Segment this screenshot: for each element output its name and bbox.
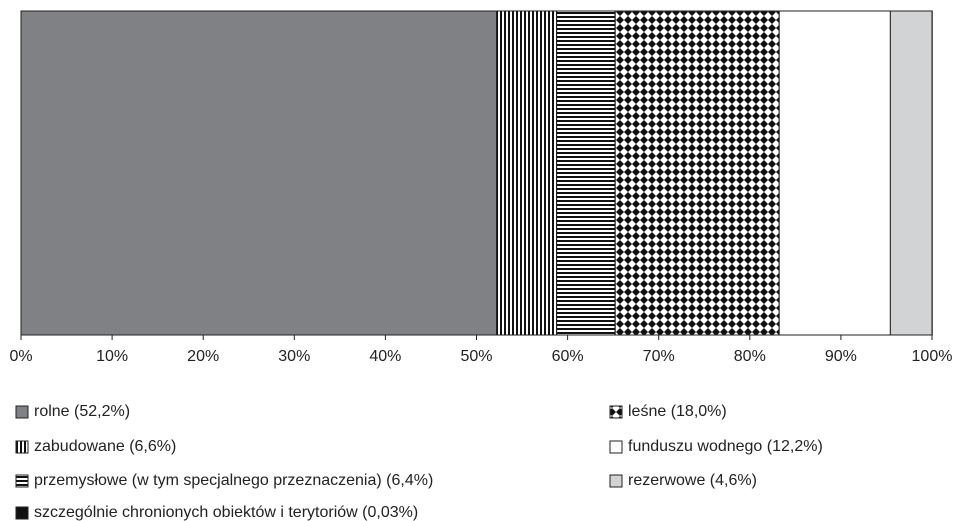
legend-swatch	[15, 405, 29, 419]
legend-label: zabudowane (6,6%)	[34, 438, 176, 455]
legend-label: szczególnie chronionych obiektów i teryt…	[34, 504, 418, 521]
x-tick-label: 70%	[643, 348, 675, 365]
legend-label: rolne (52,2%)	[34, 403, 130, 420]
legend-label: przemysłowe (w tym specjalnego przeznacz…	[34, 472, 433, 489]
x-tick-label: 10%	[96, 348, 128, 365]
legend-swatch	[609, 474, 623, 488]
legend-swatch	[609, 440, 623, 454]
legend-label: rezerwowe (4,6%)	[628, 472, 757, 489]
legend-swatch	[15, 474, 29, 488]
bar-segment	[778, 10, 891, 336]
x-tick-label: 40%	[369, 348, 401, 365]
x-tick-label: 100%	[912, 348, 953, 365]
legend-label: funduszu wodnego (12,2%)	[628, 438, 823, 455]
bar-segment	[614, 10, 780, 336]
bar-segment	[20, 10, 498, 336]
x-tick-label: 20%	[187, 348, 219, 365]
x-tick-label: 90%	[825, 348, 857, 365]
legend-label: leśne (18,0%)	[628, 403, 727, 420]
legend-swatch	[609, 405, 623, 419]
x-tick-label: 30%	[278, 348, 310, 365]
x-tick-label: 50%	[460, 348, 492, 365]
bar-segment	[889, 10, 933, 336]
bar-segment	[496, 10, 558, 336]
legend-swatch	[15, 506, 29, 520]
legend-swatch	[15, 440, 29, 454]
x-tick-label: 60%	[552, 348, 584, 365]
x-tick-label: 80%	[734, 348, 766, 365]
bar-segment	[556, 10, 616, 336]
x-tick-label: 0%	[9, 348, 32, 365]
